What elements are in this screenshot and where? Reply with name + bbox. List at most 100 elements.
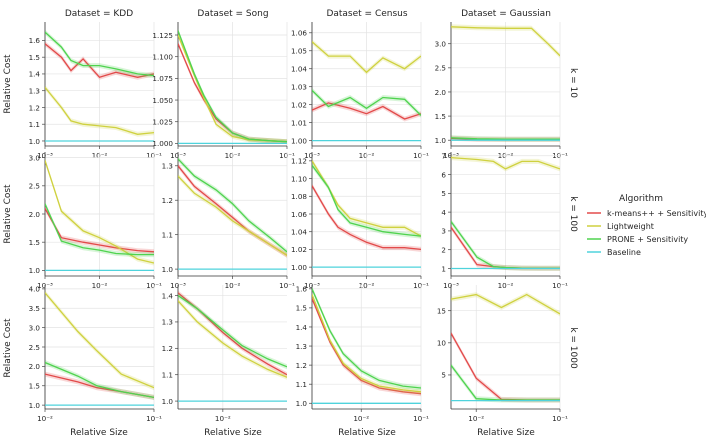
y-tick-label: 1.00 <box>291 263 307 272</box>
series-k-means-sensitivity-band <box>45 205 154 255</box>
series-lightweight-band <box>178 298 287 380</box>
series-k-means-sensitivity-line <box>312 298 421 395</box>
y-tick-label: 3.0 <box>29 323 41 332</box>
y-tick-label: 1.4 <box>296 323 308 332</box>
y-tick-label: 1.3 <box>296 342 307 351</box>
y-tick-label: 2.5 <box>29 182 40 191</box>
series-k-means-sensitivity-line <box>451 332 560 401</box>
y-tick-label: 4 <box>441 208 446 217</box>
legend: Algorithm k-means++ + Sensitivity Lightw… <box>587 194 706 257</box>
series-lightweight-line <box>451 26 560 57</box>
x-tick-label: 10⁻² <box>37 414 53 423</box>
y-tick-label: 1.2 <box>162 344 173 353</box>
y-tick-label: 1.0 <box>29 266 41 275</box>
legend-title: Algorithm <box>619 194 663 204</box>
y-tick-label: 1.1 <box>296 380 307 389</box>
series-lightweight-band <box>312 292 421 395</box>
x-tick-label: 10⁻² <box>468 414 484 423</box>
y-tick-label: 1.08 <box>291 192 307 201</box>
ylabel-row2: Relative Cost <box>3 184 13 244</box>
y-tick-label: 1.01 <box>291 118 307 127</box>
y-tick-label: 1.2 <box>29 103 40 112</box>
y-tick-label: 5 <box>441 371 446 380</box>
series-lightweight-band <box>312 39 421 75</box>
series-lightweight-band <box>178 173 287 258</box>
col-title-census: Dataset = Census <box>326 9 407 19</box>
series-lightweight-line <box>45 86 154 135</box>
y-tick-label: 1.2 <box>162 196 173 205</box>
x-tick-label: 10⁻² <box>225 281 241 290</box>
y-tick-label: 10 <box>437 339 447 348</box>
series-k-means-sensitivity-line <box>312 185 421 251</box>
row-title-k10: k = 10 <box>568 68 578 98</box>
xlabel-kdd: Relative Size <box>70 428 128 438</box>
y-tick-label: 1.04 <box>291 228 307 237</box>
y-tick-label: 1.4 <box>29 70 41 79</box>
y-tick-label: 1.06 <box>291 210 307 219</box>
y-tick-label: 1.3 <box>162 162 173 171</box>
y-tick-label: 1.03 <box>291 82 307 91</box>
y-tick-label: 7 <box>441 152 446 161</box>
series-prone-sensitivity-line <box>45 31 154 77</box>
y-tick-label: 1.06 <box>291 29 307 38</box>
y-tick-label: 1.050 <box>152 96 173 105</box>
y-tick-label: 1.5 <box>29 382 40 391</box>
panel-kdd-k1000: 1.0 1.5 2.0 2.5 3.0 3.5 4.0 10⁻² 10⁻¹ <box>29 285 162 423</box>
legend-label-prone: PRONE + Sensitivity <box>607 235 688 244</box>
y-tick-label: 1.075 <box>152 74 173 83</box>
series-prone-sensitivity-line <box>451 364 560 401</box>
y-tick-label: 1.4 <box>162 291 174 300</box>
series-k-means-sensitivity-band <box>451 330 560 403</box>
y-tick-label: 1.100 <box>152 52 173 61</box>
series-prone-sensitivity-band <box>312 87 421 118</box>
y-tick-label: 1.12 <box>291 157 307 166</box>
series-k-means-sensitivity-line <box>45 208 154 253</box>
y-tick-label: 1.1 <box>162 371 173 380</box>
series-lightweight-line <box>312 294 421 393</box>
series-lightweight-line <box>178 175 287 256</box>
series-k-means-sensitivity-line <box>312 102 421 120</box>
series-prone-sensitivity-line <box>312 164 421 237</box>
xlabel-song: Relative Size <box>204 428 262 438</box>
ylabel-row3: Relative Cost <box>3 318 13 378</box>
series-lightweight-line <box>451 293 560 315</box>
col-title-kdd: Dataset = KDD <box>65 9 133 19</box>
y-tick-label: 1.5 <box>29 238 40 247</box>
legend-label-kmeans: k-means++ + Sensitivity <box>607 209 706 218</box>
ylabel-row1: Relative Cost <box>3 54 13 114</box>
series-lightweight-line <box>451 156 560 170</box>
y-tick-label: 1.0 <box>435 136 447 145</box>
y-tick-label: 3.5 <box>29 304 40 313</box>
y-tick-label: 1.3 <box>162 318 173 327</box>
y-tick-label: 1.1 <box>29 120 40 129</box>
panel-song-k100: 1.01.11.21.310⁻³ 10⁻² 10⁻¹ <box>162 152 295 290</box>
x-tick-label: 10⁻² <box>359 281 375 290</box>
series-lightweight-line <box>45 160 154 264</box>
y-tick-label: 15 <box>437 306 446 315</box>
y-tick-label: 6 <box>441 170 446 179</box>
series-prone-sensitivity-band <box>451 362 560 403</box>
panel-song-k1000: 1.0 1.1 1.2 1.3 1.4 10⁻² <box>162 285 287 423</box>
panel-kdd-k10: 1.01.11.21.31.41.51.610⁻³ 10⁻² 10⁻¹ <box>29 22 162 160</box>
series-prone-sensitivity-band <box>45 201 154 258</box>
y-tick-label: 1.125 <box>152 31 173 40</box>
y-tick-label: 2 <box>441 245 446 254</box>
x-tick-label: 10⁻² <box>215 414 231 423</box>
y-tick-label: 1.02 <box>291 100 307 109</box>
x-tick-label: 10⁻² <box>498 281 514 290</box>
series-prone-sensitivity-line <box>312 89 421 116</box>
series-prone-sensitivity-line <box>178 30 287 143</box>
y-tick-label: 1.025 <box>152 118 173 127</box>
y-tick-label: 3.0 <box>435 40 447 49</box>
y-tick-label: 1 <box>441 264 446 273</box>
series-prone-sensitivity-line <box>45 361 154 399</box>
y-tick-label: 1.0 <box>296 399 308 408</box>
panel-gaussian-k10: 1.01.52.02.53.010⁻³10⁻²10⁻¹ <box>435 22 568 160</box>
series-prone-sensitivity-line <box>451 137 560 140</box>
y-tick-label: 2.0 <box>435 88 447 97</box>
series-k-means-sensitivity-band <box>178 290 287 378</box>
y-tick-label: 5 <box>441 189 446 198</box>
